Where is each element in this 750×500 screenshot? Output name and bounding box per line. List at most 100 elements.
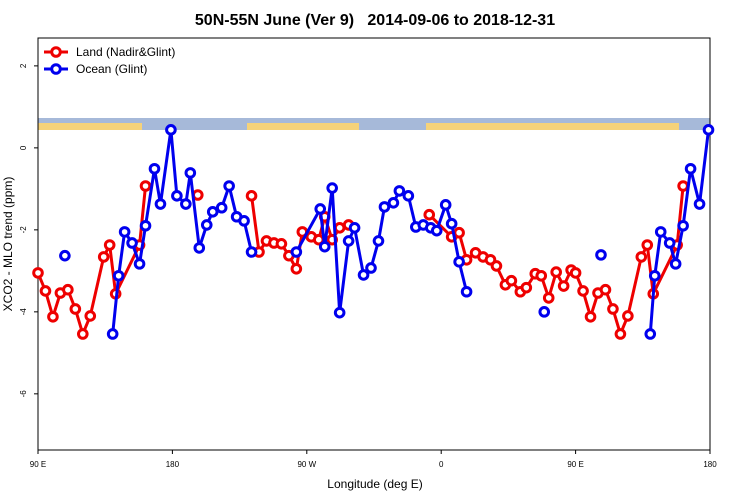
data-point — [39, 285, 52, 297]
data-point — [569, 267, 582, 279]
data-point — [348, 222, 361, 234]
legend-label: Land (Nadir&Glint) — [76, 45, 175, 59]
data-point — [693, 198, 706, 210]
data-point — [165, 124, 177, 136]
ocean-strip — [142, 118, 247, 130]
data-point — [215, 201, 228, 214]
data-point — [139, 219, 152, 232]
data-point — [490, 260, 503, 272]
series-line — [111, 129, 710, 335]
x-tick-label: 0 — [439, 460, 444, 469]
data-point — [387, 197, 400, 209]
data-point — [238, 215, 250, 227]
data-point — [184, 167, 197, 179]
y-tick-label: -4 — [19, 308, 28, 316]
data-point — [669, 258, 682, 270]
data-point — [290, 263, 303, 275]
data-point — [372, 235, 385, 247]
data-point — [584, 310, 597, 323]
legend-marker — [50, 46, 62, 58]
data-point — [557, 280, 570, 292]
data-point — [614, 328, 627, 340]
data-point — [378, 201, 391, 213]
data-point — [684, 162, 697, 175]
data-point — [641, 239, 654, 251]
data-point — [126, 237, 138, 249]
map-strip — [38, 118, 710, 130]
x-tick-label: 180 — [166, 460, 180, 469]
x-tick-label: 90 E — [30, 460, 46, 469]
chart-title: 50N-55N June (Ver 9) 2014-09-06 to 2018-… — [195, 12, 555, 29]
ocean-strip — [359, 118, 426, 130]
data-point — [402, 190, 415, 202]
y-tick-label: 0 — [19, 145, 28, 150]
legend-entry: Ocean (Glint) — [44, 62, 147, 76]
data-point — [644, 328, 657, 340]
data-point — [622, 310, 634, 322]
data-point — [97, 251, 110, 263]
data-point — [635, 251, 648, 263]
data-point — [423, 208, 436, 221]
data-point — [32, 267, 44, 279]
legend-label: Ocean (Glint) — [76, 62, 147, 76]
data-point — [223, 180, 235, 192]
data-point — [200, 219, 213, 231]
legend-marker — [50, 63, 62, 75]
data-point — [430, 224, 443, 237]
data-point — [648, 269, 661, 282]
data-point — [84, 310, 97, 322]
data-point — [318, 240, 331, 253]
data-point — [333, 222, 346, 234]
data-point — [206, 206, 219, 218]
data-point — [103, 239, 116, 251]
data-point — [69, 303, 82, 315]
legend-entry: Land (Nadir&Glint) — [44, 45, 175, 59]
data-point — [118, 226, 131, 238]
data-point — [577, 285, 589, 297]
data-point — [599, 283, 612, 296]
data-point — [654, 226, 667, 238]
data-point — [62, 283, 74, 296]
data-point — [677, 219, 689, 232]
data-point — [520, 281, 533, 294]
data-point — [535, 269, 548, 282]
y-axis-label: XCO2 - MLO trend (ppm) — [1, 177, 15, 312]
data-point — [112, 269, 125, 282]
data-point — [275, 237, 288, 250]
data-point — [357, 269, 370, 281]
data-point — [439, 199, 452, 211]
data-point — [154, 198, 167, 210]
data-point — [245, 190, 258, 202]
x-axis-label: Longitude (deg E) — [327, 477, 422, 491]
x-tick-label: 180 — [703, 460, 717, 469]
data-point — [148, 162, 161, 175]
data-point — [453, 256, 465, 268]
data-point — [365, 262, 377, 274]
data-point — [133, 258, 146, 270]
data-point — [550, 266, 562, 278]
ocean-strip — [679, 118, 710, 130]
data-point — [453, 226, 465, 239]
data-point — [542, 292, 555, 304]
x-tick-label: 90 W — [297, 460, 316, 469]
data-point — [663, 237, 676, 249]
x-tick-label: 90 E — [567, 460, 583, 469]
data-point — [193, 242, 206, 254]
data-point — [445, 217, 458, 230]
data-point — [607, 303, 619, 315]
data-point — [595, 249, 607, 261]
y-tick-label: 2 — [19, 63, 28, 68]
y-tick-label: -2 — [19, 226, 28, 234]
data-point — [245, 246, 258, 258]
data-point — [171, 190, 183, 202]
data-point — [314, 203, 327, 215]
data-point — [180, 198, 192, 210]
data-point — [47, 310, 59, 323]
plot-frame — [37, 37, 711, 451]
data-point — [342, 235, 355, 247]
data-point — [393, 185, 406, 197]
data-point — [77, 328, 89, 340]
data-point — [460, 285, 473, 298]
data-point — [702, 124, 715, 136]
